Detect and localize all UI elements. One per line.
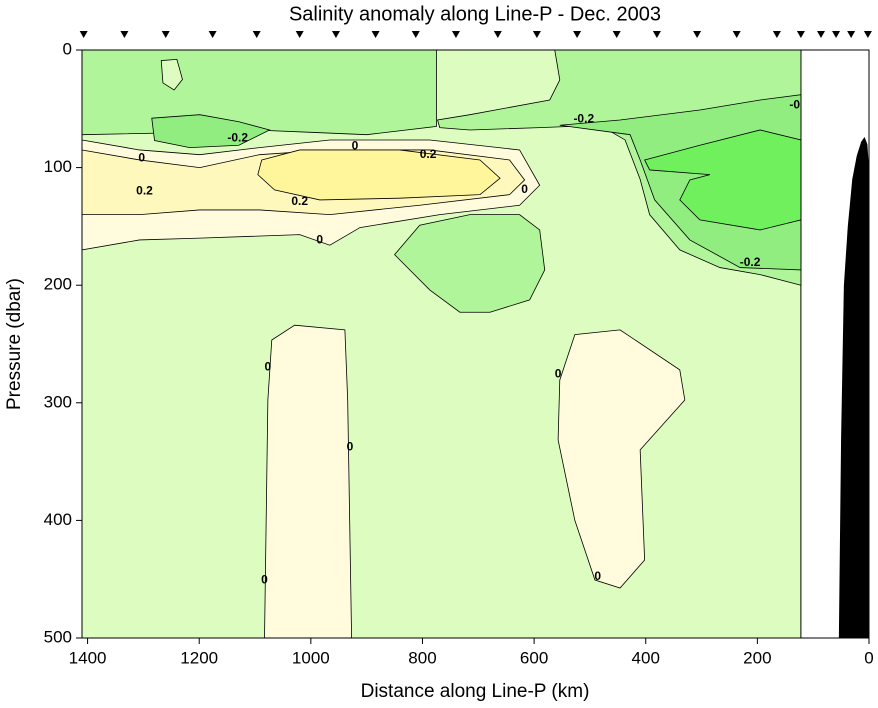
contour-region <box>394 214 546 313</box>
contour-label: 0 <box>265 360 272 374</box>
station-marker <box>573 31 582 38</box>
contour-region <box>160 58 183 91</box>
station-marker <box>161 31 170 38</box>
station-marker <box>847 31 856 38</box>
contour-label: 0 <box>555 367 562 381</box>
contour-label: 0.2 <box>291 194 308 208</box>
contour-region <box>557 329 686 589</box>
y-tick-label: 200 <box>44 275 72 294</box>
x-tick-label: 1200 <box>180 648 218 667</box>
contour-label: 0.2 <box>420 147 437 161</box>
contour-label: 0 <box>316 233 323 247</box>
x-tick-label: 600 <box>520 648 548 667</box>
contour-label: 0 <box>594 569 601 583</box>
contour-label: -0.2 <box>227 130 248 144</box>
station-marker <box>371 31 380 38</box>
contour-region <box>644 129 802 231</box>
contour-label: 0.2 <box>136 183 153 197</box>
station-marker <box>652 31 661 38</box>
station-marker <box>612 31 621 38</box>
contour-label: -0.2 <box>573 112 594 126</box>
station-marker <box>816 31 825 38</box>
y-tick-label: 0 <box>63 39 72 58</box>
contour-label: 0 <box>352 139 359 153</box>
station-marker <box>532 31 541 38</box>
y-axis-label: Pressure (dbar) <box>4 278 25 410</box>
station-marker <box>732 31 741 38</box>
plot-frame <box>81 49 870 639</box>
station-marker <box>208 31 217 38</box>
station-marker <box>832 31 841 38</box>
chart-title: Salinity anomaly along Line-P - Dec. 200… <box>289 3 661 25</box>
x-tick-label: 1400 <box>69 648 107 667</box>
contour-region <box>264 324 352 639</box>
contour-label: 0 <box>261 573 268 587</box>
contour-label: 0 <box>138 150 145 164</box>
station-marker <box>252 31 261 38</box>
station-marker <box>493 31 502 38</box>
x-tick-label: 200 <box>743 648 771 667</box>
x-axis-label: Distance along Line-P (km) <box>361 681 590 702</box>
y-tick-label: 400 <box>44 510 72 529</box>
y-tick-label: 100 <box>44 157 72 176</box>
contour-label: 0 <box>347 440 354 454</box>
y-tick-label: 300 <box>44 392 72 411</box>
station-marker <box>796 31 805 38</box>
station-marker <box>451 31 460 38</box>
contour-region <box>81 49 437 136</box>
y-tick-label: 500 <box>44 627 72 646</box>
station-marker <box>331 31 340 38</box>
contour-region <box>257 149 501 201</box>
x-tick-label: 400 <box>632 648 660 667</box>
station-marker <box>120 31 129 38</box>
contour-region <box>151 114 271 149</box>
contour-label: -0.2 <box>740 255 761 269</box>
x-tick-label: 800 <box>408 648 436 667</box>
station-marker <box>79 31 88 38</box>
x-tick-label: 0 <box>864 648 873 667</box>
x-tick-label: 1000 <box>292 648 330 667</box>
contour-label: -0 <box>789 97 800 111</box>
station-marker <box>772 31 781 38</box>
station-marker <box>863 31 872 38</box>
contour-label: 0 <box>521 182 528 196</box>
station-marker <box>295 31 304 38</box>
station-marker <box>693 31 702 38</box>
station-marker <box>411 31 420 38</box>
bathymetry <box>838 137 869 639</box>
